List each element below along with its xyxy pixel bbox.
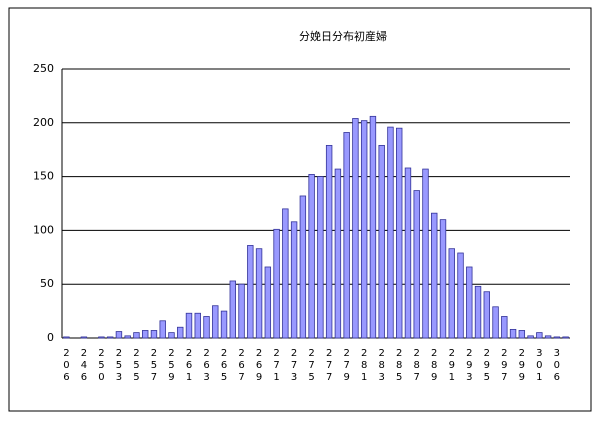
x-tick-label: 291 (446, 348, 457, 384)
bar (553, 336, 561, 339)
x-tick-label: 263 (201, 348, 212, 384)
bar (431, 212, 438, 339)
bar (133, 332, 140, 339)
x-tick-label: 257 (148, 348, 159, 384)
bar (325, 144, 333, 339)
bar (212, 305, 219, 339)
x-tick-label: 275 (306, 348, 317, 384)
bar (457, 252, 464, 339)
y-tick-label: 0 (47, 331, 54, 344)
x-tick-label: 285 (394, 348, 405, 384)
bar (142, 330, 149, 339)
bar (509, 328, 517, 339)
bar (562, 336, 569, 339)
bar (80, 336, 88, 339)
bar (185, 312, 193, 339)
bar (404, 167, 412, 339)
bar (124, 335, 131, 339)
bar (282, 208, 289, 339)
bar (159, 320, 166, 339)
x-tick-label: 279 (341, 348, 352, 384)
y-tick-label: 250 (33, 62, 54, 75)
x-tick-label: 289 (429, 348, 440, 384)
bar (115, 331, 123, 339)
x-tick-label: 277 (324, 348, 335, 384)
bar (536, 332, 543, 339)
bar (396, 127, 403, 339)
bar (334, 168, 342, 339)
bar (448, 248, 455, 339)
bar (299, 195, 307, 339)
chart-title: 分娩日分布初産婦 (299, 29, 387, 43)
x-tick-label: 281 (359, 348, 370, 384)
bar (203, 316, 210, 339)
y-tick-label: 100 (33, 223, 54, 236)
x-tick-label: 283 (376, 348, 387, 384)
x-tick-label: 250 (96, 348, 107, 384)
bar (150, 330, 158, 339)
bar (220, 310, 228, 339)
bar (317, 176, 324, 339)
bar (264, 266, 272, 339)
x-tick-label: 273 (289, 348, 300, 384)
x-tick-label: 271 (271, 348, 282, 384)
bar (387, 126, 394, 339)
y-tick-label: 150 (33, 170, 54, 183)
bar (360, 120, 368, 339)
x-tick-label: 255 (131, 348, 142, 384)
x-tick-label: 301 (534, 348, 545, 384)
y-tick-label: 50 (40, 277, 54, 290)
bar (238, 283, 245, 339)
bar (378, 144, 385, 339)
bar (544, 335, 552, 339)
x-tick-label: 293 (464, 348, 475, 384)
x-tick-label: 299 (516, 348, 527, 384)
x-tick-label: 259 (166, 348, 177, 384)
bar (229, 280, 236, 339)
bar (168, 332, 175, 339)
x-tick-label: 297 (499, 348, 510, 384)
bar (466, 266, 473, 339)
bar (255, 248, 263, 339)
bar (98, 336, 105, 339)
bar (439, 219, 447, 339)
bar (518, 330, 526, 339)
bar (177, 326, 184, 339)
bar (352, 118, 359, 339)
x-tick-label: 246 (78, 348, 89, 384)
x-tick-label: 269 (254, 348, 265, 384)
x-tick-label: 287 (411, 348, 422, 384)
bar (527, 335, 534, 339)
bar (308, 174, 315, 339)
y-tick-label: 200 (33, 116, 54, 129)
bar (422, 168, 429, 339)
bar (290, 221, 298, 339)
bar (501, 316, 508, 339)
x-tick-label: 265 (219, 348, 230, 384)
bar (483, 291, 490, 339)
x-tick-label: 295 (481, 348, 492, 384)
x-tick-label: 261 (184, 348, 195, 384)
bar (247, 245, 254, 339)
bar (413, 190, 420, 339)
x-tick-label: 206 (61, 348, 72, 384)
x-tick-label: 253 (113, 348, 124, 384)
bar (369, 115, 377, 339)
bar (63, 336, 70, 339)
bar (343, 132, 350, 339)
bar (106, 336, 114, 339)
x-tick-label: 267 (236, 348, 247, 384)
bar (194, 312, 201, 339)
bar (492, 306, 499, 339)
bar (474, 285, 482, 339)
bar (273, 228, 280, 339)
x-tick-label: 306 (551, 348, 562, 384)
